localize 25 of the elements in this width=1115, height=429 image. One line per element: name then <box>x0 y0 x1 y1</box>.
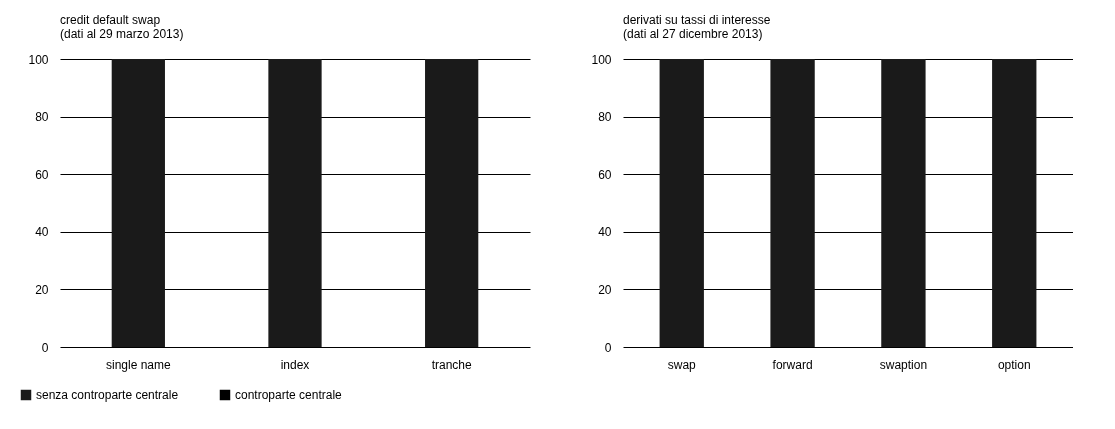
y-tick-label: 100 <box>28 52 49 67</box>
y-tick-label: 60 <box>35 167 49 182</box>
y-tick-label: 40 <box>598 225 612 240</box>
y-tick-label: 100 <box>591 52 612 67</box>
chart-title: derivati su tassi di interesse <box>623 13 771 27</box>
legend-label: controparte centrale <box>235 388 343 402</box>
x-tick-label: index <box>280 357 310 372</box>
x-tick-label: swap <box>667 357 697 372</box>
y-tick-label: 20 <box>598 282 612 297</box>
x-tick-label: option <box>997 357 1031 372</box>
chart-title: credit default swap <box>60 13 161 27</box>
legend-label: senza controparte centrale <box>36 388 179 402</box>
y-tick-label: 60 <box>598 167 612 182</box>
x-tick-label: tranche <box>431 357 472 372</box>
y-tick-label: 0 <box>41 340 49 355</box>
y-tick-label: 20 <box>35 282 49 297</box>
x-tick-label: swaption <box>879 357 928 372</box>
y-tick-label: 80 <box>35 110 49 125</box>
y-tick-label: 80 <box>598 110 612 125</box>
x-tick-label: forward <box>772 357 813 372</box>
y-tick-label: 40 <box>35 225 49 240</box>
y-tick-label: 0 <box>604 340 612 355</box>
x-tick-label: single name <box>105 357 172 372</box>
chart-subtitle: (dati al 29 marzo 2013) <box>60 27 184 41</box>
chart-subtitle: (dati al 27 dicembre 2013) <box>623 27 763 41</box>
